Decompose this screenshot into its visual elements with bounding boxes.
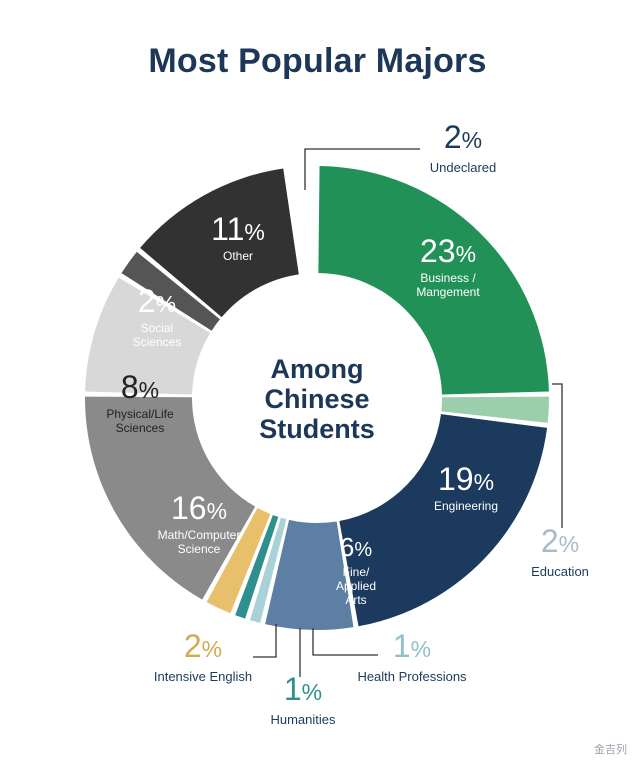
slice-humanities-wedge (235, 514, 279, 619)
slice-physical-life-sciences (85, 277, 211, 395)
slice-undeclared-wedge (288, 166, 316, 274)
data-label-math-computer-science-value: 16% (171, 490, 227, 526)
data-label-social-sciences-value: 2% (138, 283, 176, 319)
data-label-fine-applied-arts-name: Fine/Applied Arts (336, 565, 376, 607)
slice-health-professions-wedge (249, 517, 287, 623)
center-label-line: Chinese (264, 384, 369, 414)
data-label-humanities-name: Humanities (270, 712, 336, 727)
data-label-business-mangement-name: Business / Mangement (416, 271, 480, 299)
data-label-math-computer-science-name: Math/Computer Science (158, 528, 241, 556)
data-label-other-name: Other (223, 249, 253, 263)
label-fine-applied-arts: 6%Fine/Applied Arts (336, 532, 376, 607)
label-undeclared: 2% Undeclared (304, 119, 497, 190)
data-label-undeclared-name: Undeclared (430, 160, 497, 175)
slice-engineering-wedge (339, 414, 548, 627)
slice-intensive-english (206, 507, 271, 614)
label-health-professions: 1% Health Professions (312, 628, 467, 684)
label-social-sciences: 2%Social Sciences (133, 283, 182, 349)
data-label-business-mangement-value: 23% (420, 233, 476, 269)
label-physical-life-sciences: 8%Physical/Life Sciences (106, 369, 174, 435)
leader-line-education (552, 383, 563, 528)
data-label-intensive-english-name: Intensive English (154, 669, 252, 684)
slice-other-wedge (140, 168, 299, 318)
slice-business-mangement-wedge (318, 166, 549, 395)
label-engineering: 19% Engineering (434, 461, 498, 513)
label-education: 2% Education (531, 383, 589, 579)
label-humanities: 1% Humanities (270, 628, 336, 727)
slice-undeclared (288, 166, 316, 274)
data-label-health-professions-name: Health Professions (357, 669, 467, 684)
data-label-education-name: Education (531, 564, 589, 579)
slice-health-professions (249, 517, 287, 623)
label-business-mangement: 23%Business / Mangement (416, 233, 480, 299)
data-label-social-sciences-name: Social Sciences (133, 321, 182, 349)
slice-math-computer-science (85, 396, 256, 600)
label-math-computer-science: 16%Math/Computer Science (158, 490, 241, 556)
data-label-intensive-english-value: 2% (184, 628, 222, 664)
slice-humanities (235, 514, 279, 619)
slice-fine-applied-arts-wedge (265, 519, 354, 631)
leader-line-intensive-english (253, 624, 277, 658)
data-label-engineering-name: Engineering (434, 499, 498, 513)
slice-fine-applied-arts (265, 519, 354, 631)
data-label-engineering-value: 19% (438, 461, 494, 497)
slice-social-sciences-wedge (121, 251, 220, 331)
chart-title: Most Popular Majors (148, 42, 487, 80)
slice-social-sciences (121, 251, 220, 331)
data-label-physical-life-sciences-value: 8% (121, 369, 159, 405)
label-intensive-english: 2% Intensive English (154, 624, 277, 684)
slice-physical-life-sciences-wedge (85, 277, 211, 395)
data-label-humanities-value: 1% (284, 671, 322, 707)
data-label-other-value: 11% (211, 211, 265, 247)
slice-math-computer-science-wedge (85, 396, 256, 600)
leader-line-undeclared (304, 148, 420, 190)
data-label-education-value: 2% (541, 523, 579, 559)
slice-intensive-english-wedge (206, 507, 271, 614)
slice-education (441, 396, 549, 423)
label-other: 11% Other (211, 211, 265, 263)
slice-business-mangement (318, 166, 549, 395)
slice-engineering (339, 414, 548, 627)
watermark-logo: 金吉列 (594, 743, 627, 756)
slice-education-wedge (441, 396, 549, 423)
slice-other (140, 168, 299, 318)
data-label-undeclared-value: 2% (444, 119, 482, 155)
data-label-health-professions-value: 1% (393, 628, 431, 664)
leader-line-health-professions (312, 628, 378, 656)
center-label-line: Students (259, 414, 375, 444)
data-label-physical-life-sciences-name: Physical/Life Sciences (106, 407, 174, 435)
data-label-fine-applied-arts-value: 6% (340, 532, 372, 562)
center-label-line: Among (271, 354, 364, 384)
